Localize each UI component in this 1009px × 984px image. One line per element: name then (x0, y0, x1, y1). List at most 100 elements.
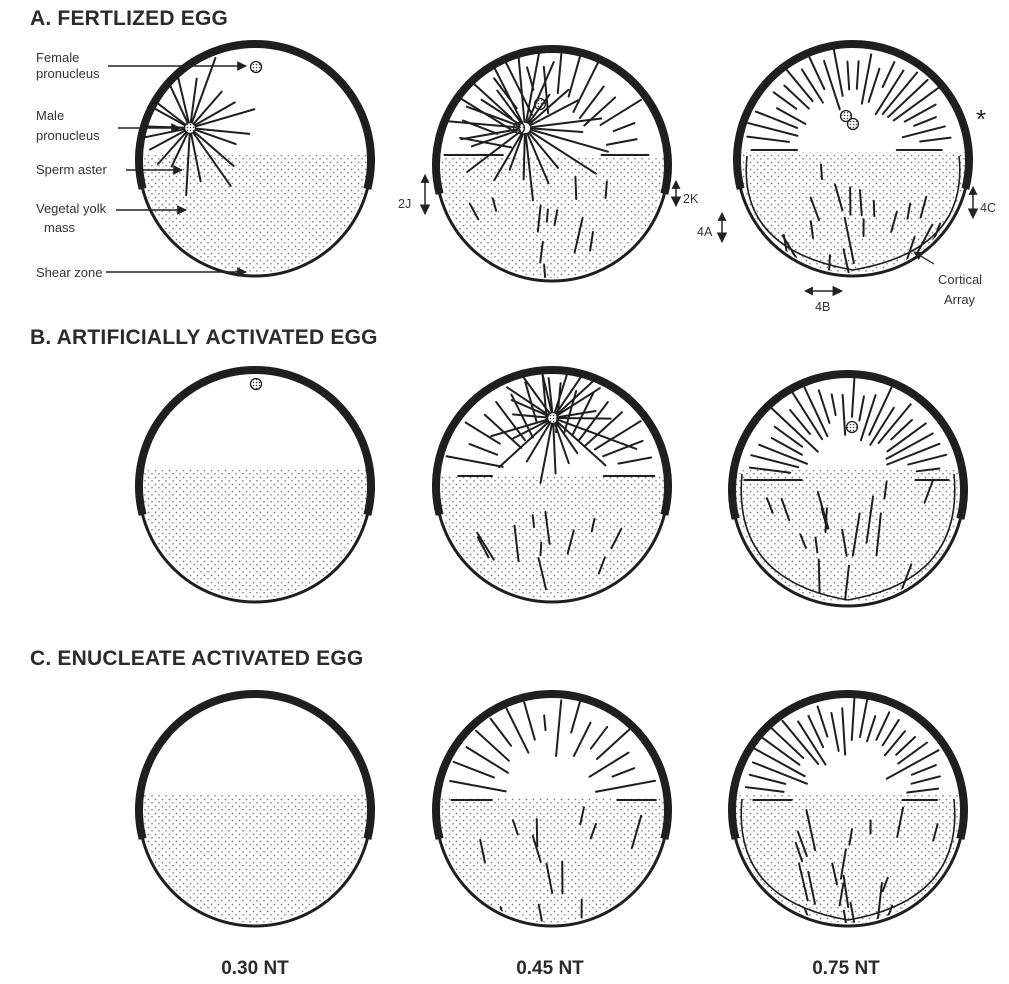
cortical-microtubule (746, 135, 790, 143)
cortical-microtubule (556, 53, 563, 95)
cortical-microtubule (747, 122, 799, 137)
aster-ray (192, 131, 232, 187)
aster-ray (557, 410, 597, 419)
cortical-microtubule (858, 395, 865, 422)
yolk-microtubule (890, 210, 898, 233)
cortical-microtubule (789, 388, 824, 441)
yolk-microtubule (765, 497, 774, 514)
cortical-microtubule (830, 711, 840, 752)
cortical-microtubule (493, 77, 518, 110)
vegetal-yolk-label-1: Vegetal yolk (36, 201, 107, 216)
aster-ray (528, 88, 570, 126)
microtubules (442, 52, 650, 278)
yolk-microtubule (817, 558, 821, 594)
section-b-heading: B. ARTIFICIALLY ACTIVATED EGG (30, 326, 378, 349)
cortical-microtubule (874, 69, 905, 116)
cortical-microtubule (868, 380, 896, 436)
yolk-microtubule (834, 183, 844, 212)
cortical-microtubule (571, 391, 595, 437)
aster-ray (527, 131, 560, 169)
animal-cortex (135, 40, 375, 190)
male-pronucleus-label-1: Male (36, 108, 64, 123)
cortical-microtubule (866, 715, 877, 743)
aster-ray (189, 77, 198, 124)
yolk-microtubule (589, 230, 594, 252)
pronucleus (249, 377, 263, 391)
aster-ray (510, 399, 549, 417)
yolk-microtubule (839, 848, 847, 880)
cortical-microtubule (919, 136, 952, 143)
cortical-microtubule (583, 96, 617, 127)
cortical-microtubule (750, 454, 800, 469)
cortical-microtubule (611, 767, 636, 778)
pronucleus (845, 420, 859, 434)
cortical-microtubule (593, 420, 642, 451)
pronucleus (183, 121, 197, 135)
cortical-microtubule (773, 425, 804, 448)
cortical-array (745, 155, 961, 271)
yolk-microtubule (539, 240, 544, 264)
egg-b3 (728, 370, 968, 608)
yolk-microtubule (491, 197, 498, 212)
yolk-microtubule (805, 809, 817, 852)
cortical-microtubule (475, 729, 510, 762)
cortical-microtubule (504, 61, 533, 116)
aster-ray (170, 132, 189, 168)
cortical-microtubule (744, 786, 785, 793)
aster-ray (185, 132, 191, 197)
pronucleus (249, 60, 263, 74)
vegetal-yolk-mass (735, 470, 961, 603)
egg-a1 (135, 40, 375, 278)
yolk-microtubule (844, 564, 850, 601)
cortical-microtubule (823, 59, 841, 111)
animal-cortex (728, 690, 968, 840)
egg-interior (740, 47, 966, 273)
cortical-array-label-1: Cortical (938, 272, 982, 287)
aster-ray (194, 108, 256, 128)
cortical-microtubule (555, 382, 562, 434)
yolk-microtubule (842, 248, 851, 273)
marker-2j: 2J (398, 197, 411, 211)
vegetal-yolk-mass (439, 158, 665, 278)
yolk-microtubule (842, 874, 850, 909)
cortical-microtubule (885, 432, 934, 460)
cortical-microtubule (786, 69, 814, 103)
aster-ray (512, 419, 549, 440)
cortical-microtubule (881, 61, 896, 89)
cortical-microtubule (803, 386, 829, 438)
egg-drawings (135, 40, 973, 928)
yolk-microtubule (544, 510, 551, 545)
egg-interior (142, 470, 368, 599)
yolk-microtubule (535, 818, 539, 848)
cortical-microtubule (901, 125, 946, 139)
cortical-microtubule (495, 401, 526, 442)
animal-cortex (432, 366, 672, 516)
yolk-microtubule (798, 862, 809, 902)
vegetal-yolk-mass (439, 476, 665, 599)
aster-ray (529, 128, 610, 153)
cortical-microtubule (599, 98, 642, 126)
egg-interior (142, 795, 368, 923)
cortical-microtubule (890, 418, 913, 441)
aster-ray (194, 128, 237, 146)
cortical-microtubule (462, 119, 499, 135)
cortical-microtubule (887, 78, 929, 119)
aster-ray (148, 129, 186, 151)
yolk-microtubule (872, 199, 876, 218)
cortical-microtubule (595, 779, 657, 793)
yolk-microtubule (794, 841, 804, 863)
yolk-microtubule (573, 216, 584, 254)
yolk-microtubule (539, 541, 543, 557)
cortical-microtubule (831, 47, 844, 97)
aster-ray (508, 373, 551, 415)
yolk-microtubule (630, 814, 643, 849)
yolk-microtubule (816, 490, 830, 530)
yolk-microtubule (589, 822, 597, 840)
aster-ray (529, 130, 597, 175)
aster-ray (526, 132, 550, 185)
section-c-heading: C. ENUCLEATE ACTIVATED EGG (30, 647, 363, 670)
animal-cortex (733, 40, 973, 190)
cortical-microtubule (452, 760, 495, 779)
marker-4b: 4B (815, 300, 830, 314)
egg-c1 (135, 690, 375, 928)
